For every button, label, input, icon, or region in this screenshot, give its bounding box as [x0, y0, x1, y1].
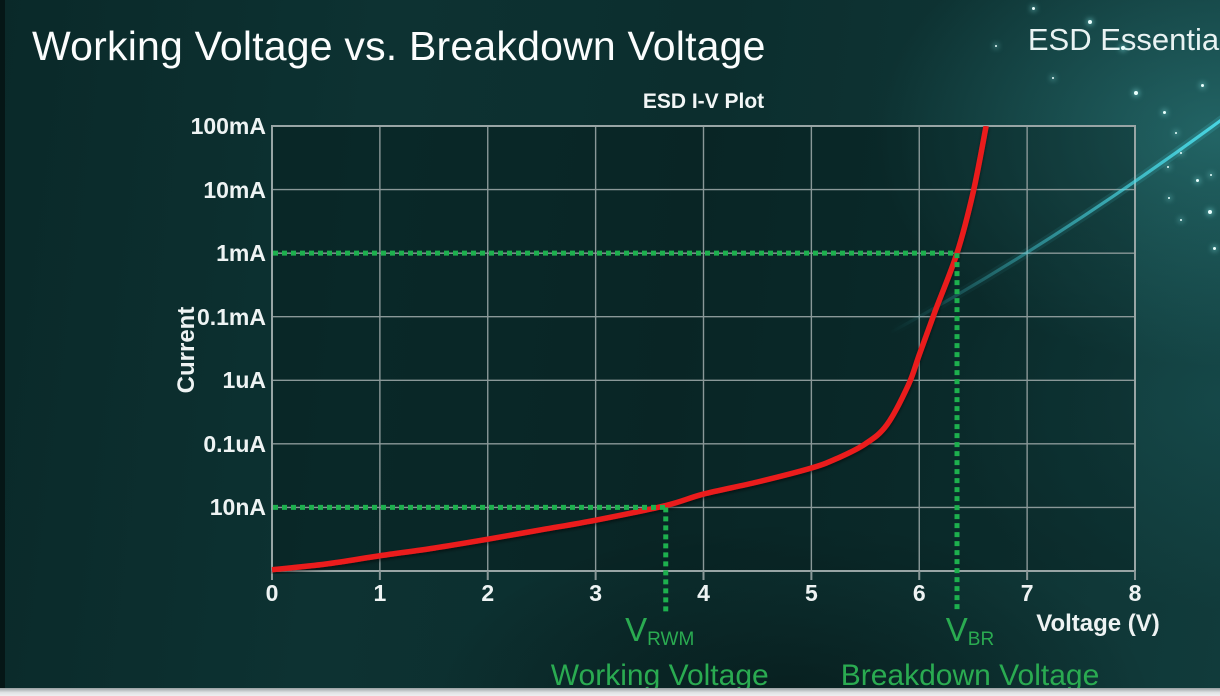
x-tick-label: 4: [697, 580, 710, 606]
y-tick-label: 0.1mA: [196, 303, 266, 330]
y-tick-label: 1uA: [222, 367, 266, 394]
star-particle: [1162, 110, 1166, 114]
brand-watermark: ESD Essential: [1027, 22, 1220, 57]
x-tick-label: 8: [1128, 580, 1142, 606]
star-particle: [1031, 6, 1035, 10]
bottom-strip: [0, 688, 1220, 696]
annotation-caption: Breakdown Voltage: [840, 659, 1100, 693]
star-particle: [1134, 91, 1138, 95]
x-tick-label: 5: [804, 580, 818, 606]
y-tick-label: 100mA: [190, 113, 266, 139]
chart-title: ESD I-V Plot: [642, 90, 765, 113]
x-axis-ticks: [271, 571, 1136, 580]
star-particle: [1200, 83, 1204, 87]
y-tick-label: 10nA: [209, 494, 266, 521]
annotation-vbr-label: VBR Breakdown Voltage: [840, 611, 1100, 693]
star-particle: [1088, 20, 1092, 24]
star-particle: [1121, 46, 1125, 50]
slide-title: Working Voltage vs. Breakdown Voltage: [32, 23, 766, 69]
x-tick-label: 1: [373, 580, 387, 606]
star-particle: [1052, 77, 1054, 79]
x-tick-label: 7: [1020, 580, 1034, 606]
iv-curve: [271, 126, 989, 573]
left-edge-shade: [0, 0, 5, 696]
annotation-symbol: VRWM: [625, 611, 695, 651]
star-particle: [1208, 210, 1212, 214]
x-tick-label: 6: [912, 580, 926, 606]
grid-lines: [272, 126, 1135, 571]
y-tick-label: 1mA: [216, 240, 266, 267]
y-tick-label: 0.1uA: [203, 430, 266, 457]
star-particle: [1167, 166, 1169, 168]
star-particle: [995, 45, 997, 47]
annotation-vrwm-label: VRWM Working Voltage: [550, 611, 769, 693]
annotation-dotted-lines: [273, 250, 960, 612]
star-particle: [1180, 152, 1182, 154]
x-tick-label: 0: [265, 580, 279, 606]
y-tick-label: 10mA: [203, 176, 266, 203]
x-axis-label: Voltage (V): [1036, 610, 1160, 637]
star-particle: [1180, 219, 1182, 221]
x-tick-label: 2: [481, 580, 495, 606]
background-swoosh: [883, 115, 1220, 339]
star-particle: [1168, 197, 1170, 199]
annotation-symbol: VBR: [945, 611, 995, 651]
star-particle: [1210, 174, 1212, 176]
star-particle: [1195, 178, 1199, 182]
x-tick-label: 3: [589, 580, 603, 606]
star-particle: [1212, 246, 1216, 250]
star-particle: [1175, 132, 1177, 134]
annotation-caption: Working Voltage: [550, 659, 769, 693]
